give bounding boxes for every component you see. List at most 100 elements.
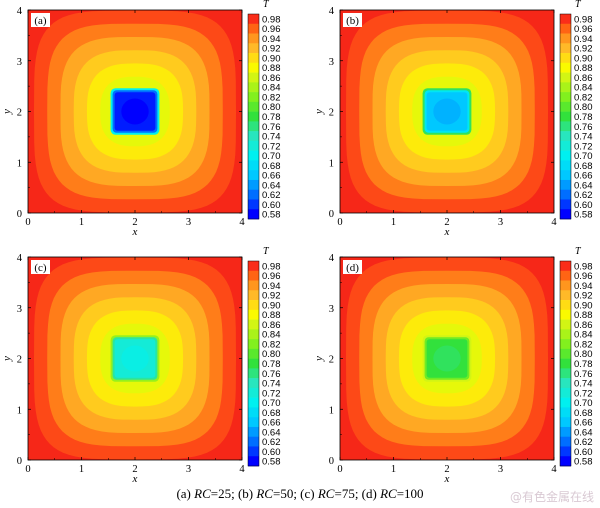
colorbar-swatch xyxy=(560,160,571,171)
y-tick-label: 3 xyxy=(329,304,334,315)
y-tick-label: 2 xyxy=(17,108,22,119)
colorbar-swatch xyxy=(248,426,259,438)
colorbar-swatch xyxy=(248,417,259,428)
colorbar-swatch xyxy=(248,14,259,25)
colorbar-swatch xyxy=(248,397,259,408)
caption-part: RC xyxy=(194,486,211,501)
y-tick-label: 0 xyxy=(329,209,334,220)
colorbar-swatch xyxy=(248,280,259,291)
y-tick-label: 1 xyxy=(17,158,22,169)
colorbar-swatch xyxy=(560,199,571,210)
colorbar-swatch xyxy=(560,456,571,467)
colorbar-title: T xyxy=(575,0,582,10)
colorbar-tick-label: 0.78 xyxy=(262,112,281,123)
colorbar-swatch xyxy=(248,150,259,161)
colorbar-tick-label: 0.86 xyxy=(262,320,281,331)
x-axis-label: x xyxy=(132,473,138,485)
colorbar-swatch xyxy=(248,160,259,171)
y-axis-label: y xyxy=(1,356,13,362)
colorbar-swatch xyxy=(560,300,571,311)
caption-part: RC xyxy=(317,486,335,501)
colorbar-tick-label: 0.78 xyxy=(574,359,593,370)
colorbar-tick-label: 0.84 xyxy=(262,83,281,94)
colorbar-swatch xyxy=(560,368,571,379)
colorbar-tick-label: 0.58 xyxy=(262,457,281,468)
colorbar-swatch xyxy=(248,261,259,272)
colorbar-title: T xyxy=(263,246,270,257)
colorbar-tick-label: 0.84 xyxy=(574,330,593,341)
colorbar-tick-label: 0.76 xyxy=(262,122,281,133)
x-tick-label: 1 xyxy=(391,464,396,475)
colorbar-tick-label: 0.82 xyxy=(574,92,593,103)
panel-label: (c) xyxy=(34,262,47,274)
colorbar-tick-label: 0.84 xyxy=(574,83,593,94)
colorbar-swatch xyxy=(560,14,571,25)
caption-part: (a) xyxy=(176,486,195,501)
colorbar-swatch xyxy=(248,131,259,142)
caption-part: RC xyxy=(256,486,273,501)
y-axis-label: y xyxy=(1,109,13,115)
colorbar-tick-label: 0.86 xyxy=(262,73,281,84)
colorbar-swatch xyxy=(248,140,259,151)
x-tick-label: 2 xyxy=(132,464,137,475)
colorbar-swatch xyxy=(560,140,571,151)
colorbar-swatch xyxy=(248,72,259,83)
colorbar-swatch xyxy=(560,170,571,181)
colorbar-tick-label: 0.90 xyxy=(262,300,281,311)
inner-core xyxy=(121,345,149,372)
colorbar-tick-label: 0.94 xyxy=(574,281,593,292)
colorbar-tick-label: 0.98 xyxy=(574,14,593,25)
x-axis-label: x xyxy=(444,226,450,238)
colorbar-swatch xyxy=(560,62,571,73)
colorbar-tick-label: 0.62 xyxy=(262,437,281,448)
colorbar-swatch xyxy=(560,378,571,389)
caption-part: =50; (c) xyxy=(272,486,318,501)
colorbar-swatch xyxy=(560,43,571,54)
colorbar-swatch xyxy=(248,53,259,64)
y-tick-label: 4 xyxy=(17,6,23,17)
colorbar-tick-label: 0.74 xyxy=(574,379,593,390)
y-tick-label: 0 xyxy=(17,456,22,467)
colorbar-title: T xyxy=(575,246,582,257)
colorbar-tick-label: 0.62 xyxy=(574,190,593,201)
colorbar-swatch xyxy=(248,101,259,112)
x-tick-label: 4 xyxy=(239,464,245,475)
colorbar-swatch xyxy=(248,170,259,181)
colorbar-swatch xyxy=(248,387,259,398)
colorbar-swatch xyxy=(560,436,571,447)
colorbar-tick-label: 0.68 xyxy=(574,161,593,172)
colorbar-tick-label: 0.58 xyxy=(574,210,593,221)
y-axis-label: y xyxy=(313,109,325,115)
colorbar-tick-label: 0.60 xyxy=(262,200,281,211)
inner-core xyxy=(433,345,461,372)
x-tick-label: 3 xyxy=(186,464,191,475)
colorbar-tick-label: 0.76 xyxy=(262,369,281,380)
colorbar-tick-label: 0.68 xyxy=(262,161,281,172)
y-axis-label: y xyxy=(313,356,325,362)
x-tick-label: 4 xyxy=(239,217,245,228)
colorbar-swatch xyxy=(248,189,259,200)
colorbar-title: T xyxy=(263,0,270,10)
colorbar-tick-label: 0.90 xyxy=(262,53,281,64)
x-tick-label: 0 xyxy=(25,217,30,228)
figure-canvas: (a)0 1 2 3 401234xyT0.980.960.940.920.900.88… xyxy=(1,0,593,485)
x-axis-label: x xyxy=(132,226,138,238)
x-tick-label: 2 xyxy=(444,464,449,475)
colorbar-swatch xyxy=(248,358,259,369)
panel-label-bg xyxy=(31,13,50,27)
colorbar-swatch xyxy=(248,209,259,220)
y-tick-label: 0 xyxy=(329,456,334,467)
colorbar-tick-label: 0.80 xyxy=(262,349,281,360)
figure-caption: (a) RC=25; (b) RC=50; (c) RC=75; (d) RC=… xyxy=(0,486,600,502)
panel-label: (d) xyxy=(346,262,359,274)
colorbar-swatch xyxy=(248,348,259,359)
colorbar-swatch xyxy=(560,33,571,44)
colorbar-swatch xyxy=(248,199,259,210)
colorbar-swatch xyxy=(560,387,571,398)
colorbar-tick-label: 0.86 xyxy=(574,320,593,331)
colorbar-swatch xyxy=(248,368,259,379)
colorbar-tick-label: 0.64 xyxy=(574,180,593,191)
chart-panel: (c) 0 1 2 3 4 0 1 2 3 4 x y T 0.980.960.940.920.900.88… xyxy=(1,246,281,485)
colorbar-swatch xyxy=(248,111,259,122)
y-tick-label: 4 xyxy=(329,253,335,264)
